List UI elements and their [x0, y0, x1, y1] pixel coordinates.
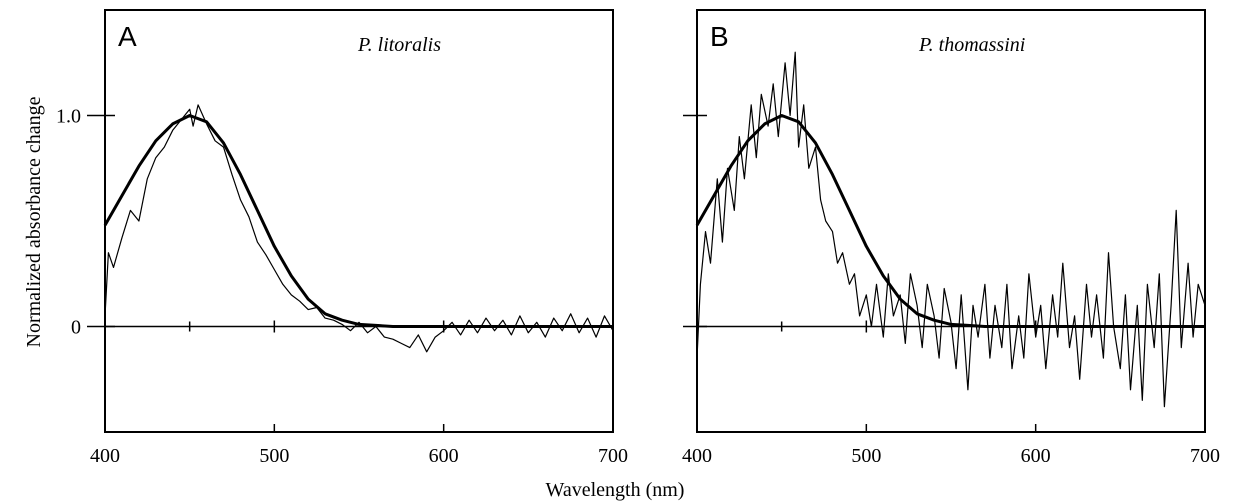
panel-b-x-tick-label: 600	[1021, 445, 1051, 467]
panel-b-x-tick-label: 500	[851, 445, 881, 467]
y-axis-title: Normalized absorbance change	[23, 96, 45, 347]
panel-b: B P. thomassini 400 500 600 700	[682, 9, 1220, 467]
panel-a: A P. litoralis 400 500 600 700 0 1.0	[56, 9, 628, 467]
panel-a-y-tick-label: 0	[71, 317, 81, 339]
panel-b-marks: 400 500 600 700	[682, 51, 1220, 467]
panel-b-frame	[696, 9, 1206, 433]
panel-b-letter: B	[710, 21, 729, 52]
panel-b-species-title: P. thomassini	[918, 34, 1025, 56]
panel-b-measured-data-line	[696, 51, 1206, 408]
panel-a-x-tick-label: 600	[429, 445, 459, 467]
panel-a-x-tick-label: 700	[598, 445, 628, 467]
panel-b-x-tick-label: 400	[682, 445, 712, 467]
panel-a-fitted-curve-line	[103, 114, 613, 328]
panel-b-x-tick-label: 700	[1190, 445, 1220, 467]
panel-a-frame	[104, 9, 614, 433]
panel-a-species-title: P. litoralis	[357, 34, 441, 56]
panel-a-x-tick-label: 400	[90, 445, 120, 467]
panel-a-marks: 400 500 600 700 0 1.0	[56, 104, 628, 467]
panel-a-y-tick-label: 1.0	[56, 106, 81, 128]
x-axis-title: Wavelength (nm)	[546, 479, 685, 501]
panel-a-x-tick-label: 500	[259, 445, 289, 467]
panel-b-fitted-curve-line	[695, 114, 1205, 328]
panel-a-letter: A	[118, 21, 137, 52]
panel-a-measured-data-line	[104, 104, 614, 353]
